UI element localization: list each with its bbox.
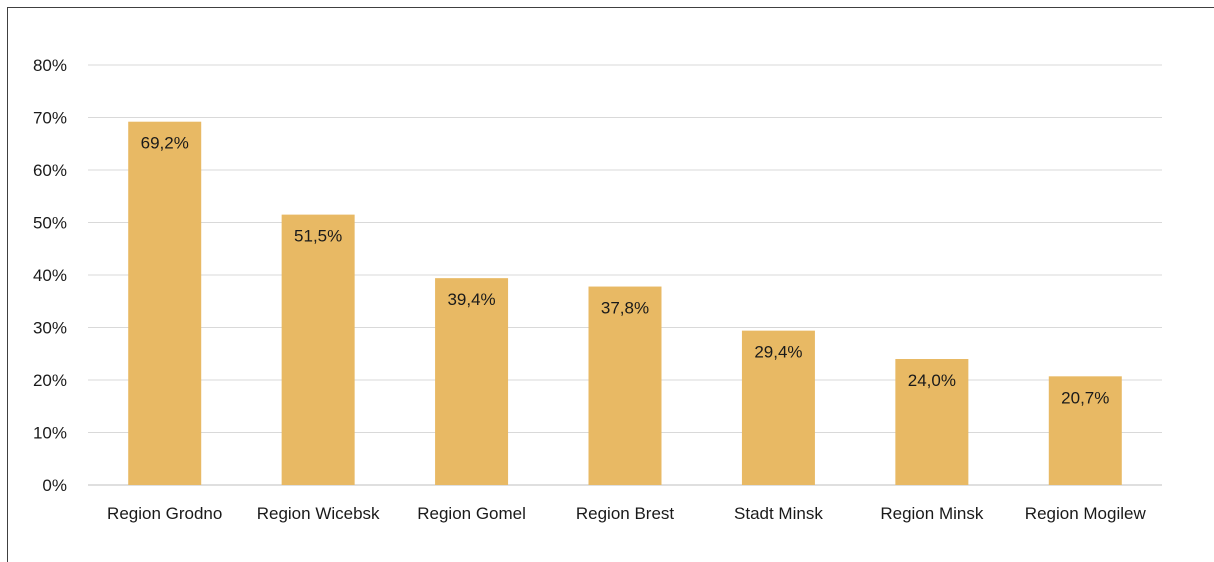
x-tick-label: Stadt Minsk — [734, 504, 823, 523]
y-tick-label: 50% — [33, 214, 67, 233]
bar — [281, 214, 355, 485]
x-tick-label: Region Mogilew — [1025, 504, 1147, 523]
y-tick-label: 70% — [33, 109, 67, 128]
y-axis-ticks: 0% 10% 20% 30% 40% 50% 60% 70% 80% — [33, 56, 67, 495]
y-tick-label: 20% — [33, 371, 67, 390]
bar — [1048, 376, 1122, 485]
bar — [128, 121, 202, 485]
x-tick-label: Region Grodno — [107, 504, 222, 523]
bar — [588, 286, 662, 485]
y-tick-label: 30% — [33, 319, 67, 338]
bars — [128, 121, 1122, 485]
data-label: 39,4% — [447, 290, 495, 309]
x-axis-ticks: Region Grodno Region Wicebsk Region Gomel R… — [107, 504, 1146, 523]
data-label: 29,4% — [754, 343, 802, 362]
x-tick-label: Region Minsk — [880, 504, 983, 523]
bar — [435, 278, 509, 485]
x-tick-label: Region Gomel — [417, 504, 526, 523]
bar — [895, 359, 969, 485]
data-label: 24,0% — [908, 371, 956, 390]
data-label: 69,2% — [141, 134, 189, 153]
y-tick-label: 60% — [33, 161, 67, 180]
data-label: 37,8% — [601, 299, 649, 318]
bar — [741, 330, 815, 485]
y-tick-label: 0% — [42, 476, 67, 495]
y-tick-label: 40% — [33, 266, 67, 285]
data-labels: 69,2% 51,5% 39,4% 37,8% 29,4% 24,0% 20,7% — [141, 134, 1110, 408]
y-tick-label: 10% — [33, 424, 67, 443]
x-tick-label: Region Wicebsk — [257, 504, 380, 523]
y-tick-label: 80% — [33, 56, 67, 75]
x-tick-label: Region Brest — [576, 504, 675, 523]
data-label: 20,7% — [1061, 388, 1109, 407]
data-label: 51,5% — [294, 227, 342, 246]
